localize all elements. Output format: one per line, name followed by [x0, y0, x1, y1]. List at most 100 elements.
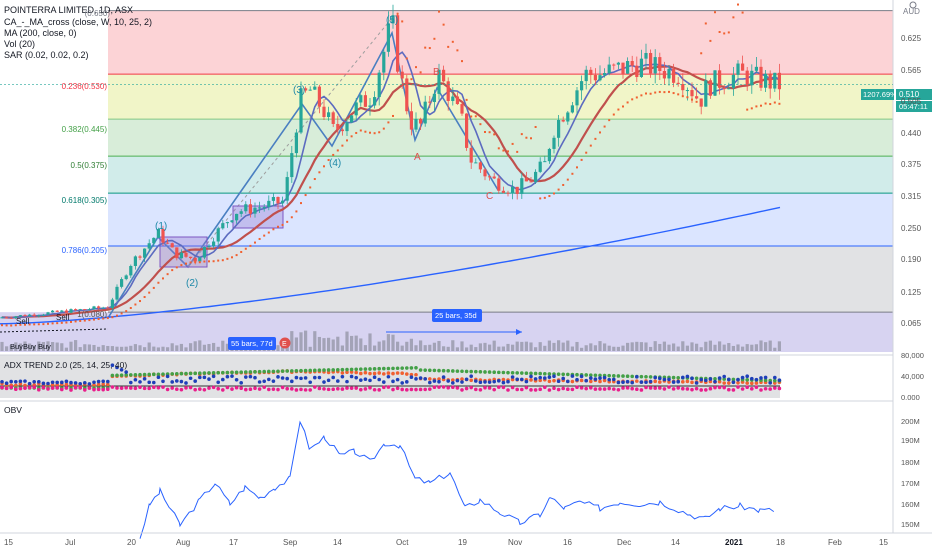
adx-low-dot	[193, 388, 197, 392]
di-plus-dot	[354, 367, 358, 371]
time-tick: Oct	[396, 538, 409, 547]
candle	[677, 83, 680, 84]
indicator-ma-cross[interactable]: CA_-_MA_cross (close, W, 10, 25, 2)	[4, 17, 152, 27]
adx-dot	[368, 372, 372, 376]
price-axis[interactable]: 0.625 0.565 0.505 0.440 0.375 0.315 0.25…	[901, 34, 922, 328]
adx-low-dot	[405, 388, 409, 392]
adx-title[interactable]: ADX TREND 2.0 (25, 14, 25, 40)	[4, 360, 127, 370]
adx-low-dot	[433, 385, 437, 389]
volume-bar	[598, 341, 601, 351]
time-tick: Aug	[176, 538, 190, 547]
di-minus-dot	[42, 382, 46, 386]
di-plus-dot	[175, 372, 179, 376]
di-plus-dot	[115, 373, 119, 377]
candle	[654, 57, 657, 73]
adx-low-dot	[244, 388, 248, 392]
di-plus-dot	[548, 372, 552, 376]
adx-low-dot	[419, 388, 423, 392]
di-minus-dot	[101, 379, 105, 383]
volume-bar	[433, 343, 436, 351]
adx-low-dot	[446, 386, 450, 390]
obv-tick: 150M	[901, 520, 920, 529]
candle	[414, 119, 417, 130]
wave-label-5: (5)	[386, 15, 398, 26]
candle	[322, 107, 325, 117]
di-plus-dot	[313, 369, 317, 373]
candle	[221, 223, 224, 228]
sar-dot	[590, 145, 592, 147]
sar-dot	[291, 216, 293, 218]
adx-dot	[373, 372, 377, 376]
volume-bar	[364, 345, 367, 351]
sar-dot	[286, 221, 288, 223]
sar-dot	[47, 323, 49, 325]
adx-low-dot	[216, 387, 220, 391]
di-minus-dot	[235, 378, 239, 382]
adx-dot	[681, 380, 685, 384]
di-plus-dot	[230, 371, 234, 375]
sar-dot	[535, 126, 537, 128]
di-plus-dot	[483, 370, 487, 374]
adx-low-dot	[239, 386, 243, 390]
di-minus-dot	[672, 380, 676, 384]
di-minus-dot	[557, 379, 561, 383]
indicator-sar[interactable]: SAR (0.02, 0.02, 0.2)	[4, 50, 89, 60]
volume-bar	[148, 343, 151, 351]
volume-bar	[732, 346, 735, 351]
di-plus-dot	[391, 367, 395, 371]
candle	[276, 197, 279, 203]
volume-bar	[723, 345, 726, 351]
candle	[672, 69, 675, 83]
volume-bar	[341, 345, 344, 351]
sar-dot	[268, 232, 270, 234]
adx-dot	[391, 372, 395, 376]
di-minus-dot	[285, 377, 289, 381]
candle	[286, 177, 289, 201]
di-plus-dot	[364, 367, 368, 371]
sar-dot	[208, 260, 210, 262]
candle	[539, 162, 542, 172]
volume-bar	[681, 341, 684, 351]
adx-dot	[382, 372, 386, 376]
adx-low-dot	[230, 387, 234, 391]
di-minus-dot	[479, 380, 483, 384]
fib-label-0: (0.650)	[85, 9, 111, 18]
adx-low-dot	[529, 388, 533, 392]
time-axis[interactable]: 15 Jul 20 Aug 17 Sep 14 Oct 19 Nov 16 De…	[4, 538, 888, 547]
di-minus-dot	[502, 381, 506, 385]
di-plus-dot	[607, 374, 611, 378]
adx-low-dot	[607, 387, 611, 391]
adx-low-dot	[460, 388, 464, 392]
sar-dot	[438, 11, 440, 13]
sar-dot	[470, 116, 472, 118]
obv-title[interactable]: OBV	[4, 405, 22, 415]
di-minus-dot	[515, 378, 519, 382]
indicator-vol[interactable]: Vol (20)	[4, 39, 35, 49]
adx-dot	[750, 381, 754, 385]
adx-low-dot	[474, 388, 478, 392]
adx-low-dot	[571, 388, 575, 392]
adx-low-dot	[249, 387, 253, 391]
di-plus-dot	[511, 371, 515, 375]
adx-low-dot	[65, 386, 69, 390]
di-minus-dot	[203, 376, 207, 380]
adx-low-dot	[690, 388, 694, 392]
time-tick: 14	[671, 538, 680, 547]
volume-bar	[557, 340, 560, 351]
candle	[470, 148, 473, 163]
di-minus-dot	[465, 378, 469, 382]
di-minus-dot	[428, 381, 432, 385]
volume-bar	[387, 334, 390, 351]
candle	[184, 253, 187, 257]
time-tick: Nov	[508, 538, 522, 547]
di-minus-dot	[28, 382, 32, 386]
candle	[56, 311, 59, 312]
sar-dot	[194, 261, 196, 263]
di-minus-dot	[276, 375, 280, 379]
volume-bar	[161, 347, 164, 351]
indicator-ma200[interactable]: MA (200, close, 0)	[4, 28, 77, 38]
candle	[520, 178, 523, 194]
di-plus-dot	[405, 366, 409, 370]
di-plus-dot	[410, 366, 414, 370]
